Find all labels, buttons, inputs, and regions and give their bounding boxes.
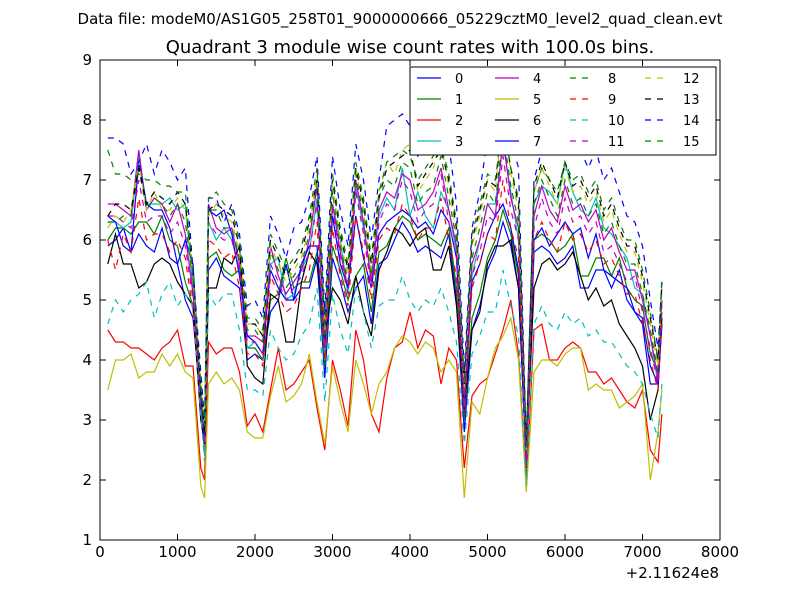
y-tick-label: 3 xyxy=(82,411,92,429)
series-line-9 xyxy=(107,179,663,475)
series-line-11 xyxy=(107,155,663,463)
y-tick-label: 7 xyxy=(82,171,92,189)
series-line-14 xyxy=(107,101,663,445)
legend-label-15: 15 xyxy=(683,135,700,150)
x-tick-label: 1000 xyxy=(158,543,196,561)
legend-label-4: 4 xyxy=(533,72,541,87)
x-axis: 0 1000 2000 3000 4000 5000 6000 7000 8000 xyxy=(95,60,739,561)
x-offset-label: +2.11624e8 xyxy=(626,564,719,582)
x-tick-label: 8000 xyxy=(701,543,739,561)
x-tick-label: 4000 xyxy=(391,543,429,561)
legend-label-11: 11 xyxy=(608,135,625,150)
series-line-15 xyxy=(107,119,663,451)
y-tick-label: 5 xyxy=(82,291,92,309)
x-tick-label: 3000 xyxy=(313,543,351,561)
legend-label-0: 0 xyxy=(455,72,463,87)
y-tick-label: 4 xyxy=(82,351,92,369)
y-tick-label: 2 xyxy=(82,471,92,489)
legend-label-3: 3 xyxy=(455,135,463,150)
data-file-subtitle: Data file: modeM0/AS1G05_258T01_90000006… xyxy=(78,10,723,29)
x-tick-label: 2000 xyxy=(236,543,274,561)
legend-label-14: 14 xyxy=(683,114,700,129)
x-tick-label: 7000 xyxy=(623,543,661,561)
y-tick-label: 6 xyxy=(82,231,92,249)
y-tick-label: 9 xyxy=(82,51,92,69)
series-line-13 xyxy=(107,119,663,445)
legend-label-2: 2 xyxy=(455,114,463,129)
chart-title: Quadrant 3 module wise count rates with … xyxy=(166,37,655,58)
y-tick-label: 1 xyxy=(82,531,92,549)
y-tick-label: 8 xyxy=(82,111,92,129)
series-line-3 xyxy=(107,143,663,475)
series-line-7 xyxy=(107,161,663,469)
legend-label-9: 9 xyxy=(608,93,616,108)
series-line-2 xyxy=(107,299,663,487)
legend-label-7: 7 xyxy=(533,135,541,150)
legend-label-13: 13 xyxy=(683,93,700,108)
legend-label-6: 6 xyxy=(533,114,541,129)
legend-label-8: 8 xyxy=(608,72,616,87)
legend-label-12: 12 xyxy=(683,72,700,87)
legend-label-1: 1 xyxy=(455,93,463,108)
x-tick-label: 6000 xyxy=(546,543,584,561)
series-line-10 xyxy=(107,269,663,487)
legend-label-5: 5 xyxy=(533,93,541,108)
series-line-5 xyxy=(107,315,663,499)
legend-box xyxy=(409,66,717,156)
legend-label-10: 10 xyxy=(608,114,625,129)
x-tick-label: 0 xyxy=(95,543,105,561)
x-tick-label: 5000 xyxy=(468,543,506,561)
series-lines xyxy=(107,101,663,499)
